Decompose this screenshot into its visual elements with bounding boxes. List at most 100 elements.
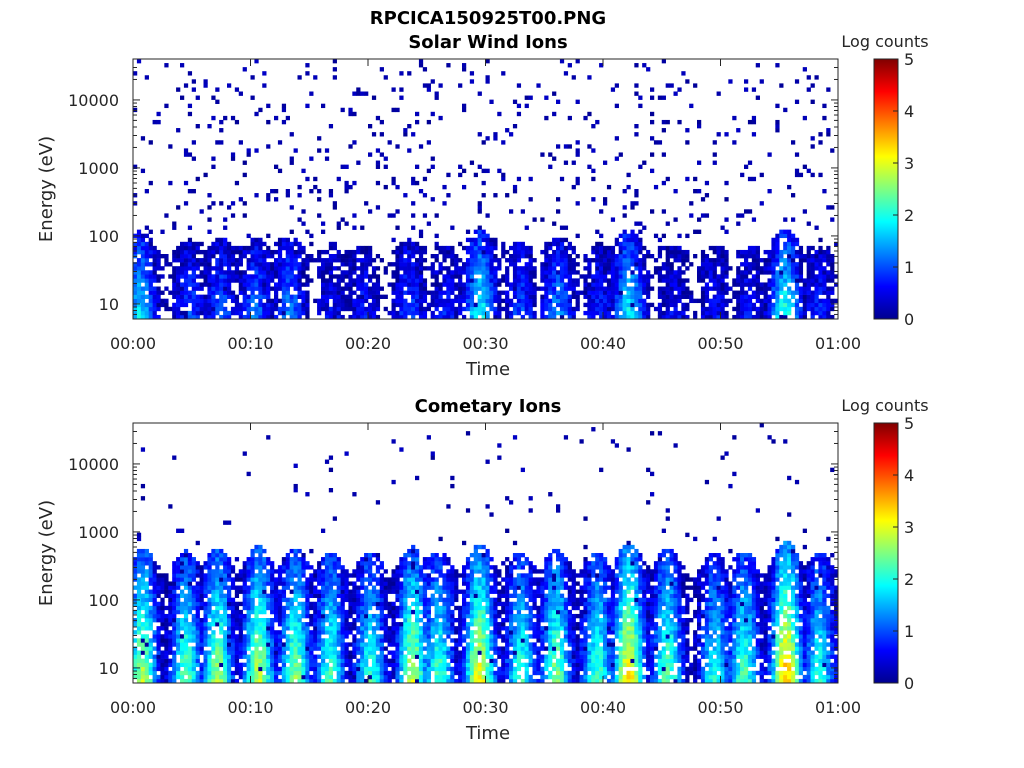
spectrogram-cell <box>324 630 330 635</box>
spectrogram-cell <box>552 241 557 247</box>
spectrogram-cell <box>830 266 835 271</box>
spectrogram-cell <box>223 569 228 574</box>
spectrogram-cell <box>254 282 259 287</box>
spectrogram-cell <box>176 298 181 304</box>
spectrogram-cell <box>321 650 326 655</box>
spectrogram-cell <box>669 266 674 271</box>
spectrogram-cell <box>747 209 753 214</box>
spectrogram-cell <box>826 302 831 308</box>
spectrogram-cell <box>716 258 721 263</box>
spectrogram-cell <box>164 678 169 684</box>
spectrogram-cell <box>665 245 670 251</box>
spectrogram-cell <box>238 569 243 574</box>
spectrogram-cell <box>254 593 259 598</box>
spectrogram-cell <box>571 258 576 263</box>
spectrogram-cell <box>403 128 408 133</box>
spectrogram-cell <box>571 262 576 267</box>
spectrogram-cell <box>336 662 341 668</box>
spectrogram-cell <box>407 124 412 129</box>
spectrogram-cell <box>176 266 181 271</box>
spectrogram-cell <box>274 262 279 267</box>
spectrogram-cell <box>544 115 549 121</box>
spectrogram-cell <box>798 274 804 279</box>
spectrogram-cell <box>802 298 807 304</box>
spectrogram-cell <box>148 249 153 255</box>
spectrogram-cell <box>685 258 690 263</box>
spectrogram-cell <box>285 241 290 247</box>
spectrogram-cell <box>348 314 353 320</box>
spectrogram-cell <box>183 654 189 659</box>
spectrogram-cell <box>180 298 185 304</box>
spectrogram-cell <box>242 670 247 676</box>
spectrogram-cell <box>180 249 185 255</box>
spectrogram-cell <box>352 213 357 218</box>
spectrogram-cell <box>544 245 549 251</box>
spectrogram-cell <box>332 241 337 247</box>
spectrogram-cell <box>591 294 596 299</box>
spectrogram-cell <box>697 298 702 304</box>
spectrogram-cell <box>415 278 420 283</box>
spectrogram-cell <box>348 597 353 603</box>
spectrogram-cell <box>630 262 635 267</box>
spectrogram-cell <box>297 557 302 562</box>
spectrogram-cell <box>168 290 173 295</box>
spectrogram-cell <box>669 290 674 295</box>
spectrogram-cell <box>164 573 169 578</box>
spectrogram-cell <box>493 282 498 287</box>
spectrogram-cell <box>422 306 428 312</box>
spectrogram-cell <box>422 245 428 251</box>
spectrogram-cell <box>172 678 177 684</box>
spectrogram-cell <box>477 132 482 137</box>
spectrogram-cell <box>324 278 330 283</box>
spectrogram-cell <box>340 577 345 582</box>
spectrogram-cell <box>571 282 576 287</box>
spectrogram-cell <box>148 180 153 186</box>
spectrogram-cell <box>681 310 686 316</box>
spectrogram-cell <box>336 666 341 672</box>
spectrogram-cell <box>360 310 365 316</box>
spectrogram-cell <box>352 258 357 263</box>
spectrogram-cell <box>234 626 240 631</box>
spectrogram-cell <box>415 119 420 125</box>
spectrogram-cell <box>556 99 561 104</box>
spectrogram-cell <box>246 302 251 308</box>
spectrogram-cell <box>489 306 494 312</box>
spectrogram-cell <box>606 270 612 275</box>
spectrogram-cell <box>473 254 478 259</box>
spectrogram-cell <box>614 156 619 161</box>
spectrogram-cell <box>348 306 353 312</box>
spectrogram-cell <box>779 258 784 263</box>
spectrogram-cell <box>630 229 635 234</box>
spectrogram-cell <box>736 306 741 312</box>
spectrogram-cell <box>364 262 369 267</box>
spectrogram-cell <box>348 266 353 271</box>
spectrogram-cell <box>622 282 627 287</box>
spectrogram-cell <box>164 103 169 109</box>
spectrogram-cell <box>673 245 678 251</box>
spectrogram-cell <box>227 565 232 570</box>
spectrogram-cell <box>438 282 443 287</box>
spectrogram-cell <box>587 298 592 304</box>
spectrogram-cell <box>211 306 216 312</box>
spectrogram-cell <box>446 245 451 251</box>
spectrogram-cell <box>485 282 490 287</box>
spectrogram-cell <box>223 573 228 578</box>
spectrogram-cell <box>763 302 768 308</box>
spectrogram-cell <box>313 184 318 190</box>
spectrogram-cell <box>834 282 839 287</box>
spectrogram-cell <box>168 642 173 647</box>
spectrogram-cell <box>446 294 451 299</box>
spectrogram-cell <box>191 565 196 570</box>
spectrogram-cell <box>285 557 290 562</box>
spectrogram-cell <box>140 306 146 312</box>
spectrogram-cell <box>297 670 302 676</box>
spectrogram-cell <box>203 83 208 88</box>
spectrogram-cell <box>176 666 181 672</box>
spectrogram-cell <box>183 241 189 247</box>
spectrogram-cell <box>610 278 616 283</box>
spectrogram-cell <box>712 282 717 287</box>
spectrogram-cell <box>603 290 608 295</box>
spectrogram-cell <box>203 618 208 623</box>
spectrogram-cell <box>485 237 490 243</box>
spectrogram-cell <box>332 581 337 586</box>
